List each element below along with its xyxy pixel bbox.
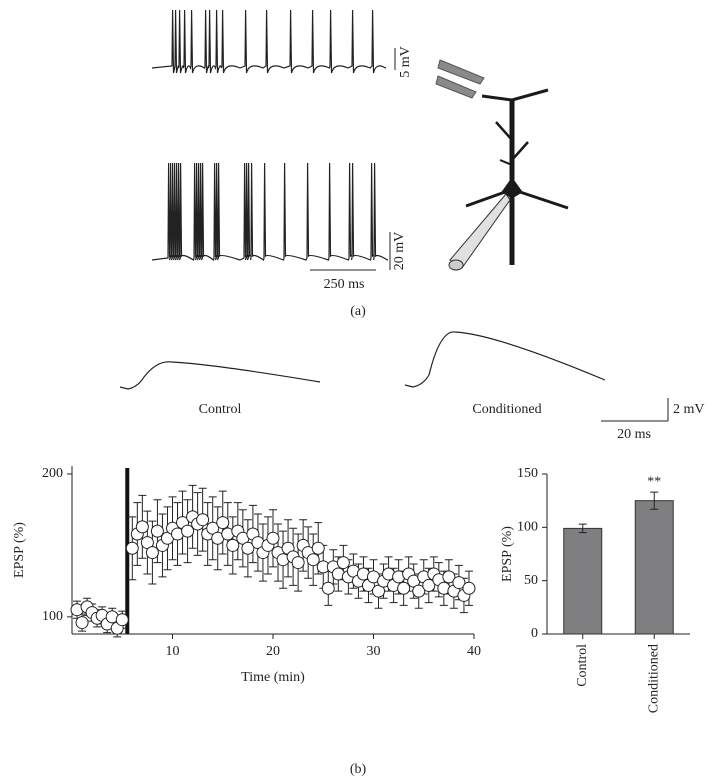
scale-label: 20 mV [392, 232, 407, 271]
data-point [266, 531, 280, 545]
x-tick-label: 20 [266, 644, 280, 659]
data-point [442, 570, 456, 584]
epsp-trace [404, 331, 606, 388]
data-point [196, 513, 210, 527]
trace-label: Control [199, 402, 242, 417]
voltage-trace [151, 162, 388, 262]
x-axis-label: Time (min) [241, 670, 305, 685]
error-bar [650, 491, 659, 510]
scale-label: 250 ms [324, 277, 365, 292]
data-point [150, 524, 164, 538]
neuron-diagram [435, 59, 569, 271]
y-tick-label: 200 [42, 466, 63, 481]
x-tick-label: Conditioned [646, 644, 661, 713]
data-point [452, 576, 466, 590]
data-point [115, 613, 129, 627]
data-point [462, 581, 476, 595]
x-tick-label: 40 [467, 644, 481, 659]
scale-label: 2 mV [673, 402, 705, 417]
data-point [311, 541, 325, 555]
scale-label: 20 ms [617, 427, 651, 442]
x-tick-label: 10 [166, 644, 180, 659]
y-tick-label: 150 [517, 466, 538, 481]
data-point [397, 581, 411, 595]
epsp-trace [119, 361, 321, 390]
data-point [135, 520, 149, 534]
y-axis-label: EPSP (%) [500, 526, 515, 582]
y-tick-label: 0 [531, 626, 538, 641]
y-tick-label: 100 [42, 609, 63, 624]
data-point [412, 584, 426, 598]
data-point [321, 581, 335, 595]
y-axis-label: EPSP (%) [12, 522, 27, 578]
data-point [125, 541, 139, 555]
x-tick-label: 30 [367, 644, 381, 659]
data-point [336, 556, 350, 570]
data-point [145, 546, 159, 560]
data-point [75, 616, 89, 630]
data-point [306, 553, 320, 567]
significance-label: ** [647, 474, 661, 489]
data-point [422, 578, 436, 592]
data-point [181, 524, 195, 538]
bar [563, 527, 603, 635]
data-point [241, 541, 255, 555]
trace-label: Conditioned [472, 402, 541, 417]
panel-label: (b) [350, 762, 367, 777]
data-point [291, 556, 305, 570]
x-tick-label: Control [575, 644, 590, 687]
data-point [226, 538, 240, 552]
y-tick-label: 100 [517, 520, 538, 535]
scale-label: 5 mV [398, 46, 413, 78]
error-bar [578, 523, 587, 534]
panel-label: (a) [350, 304, 366, 319]
bar [634, 500, 674, 635]
data-point [216, 516, 230, 530]
y-tick-label: 50 [524, 573, 538, 588]
voltage-trace [151, 9, 386, 74]
